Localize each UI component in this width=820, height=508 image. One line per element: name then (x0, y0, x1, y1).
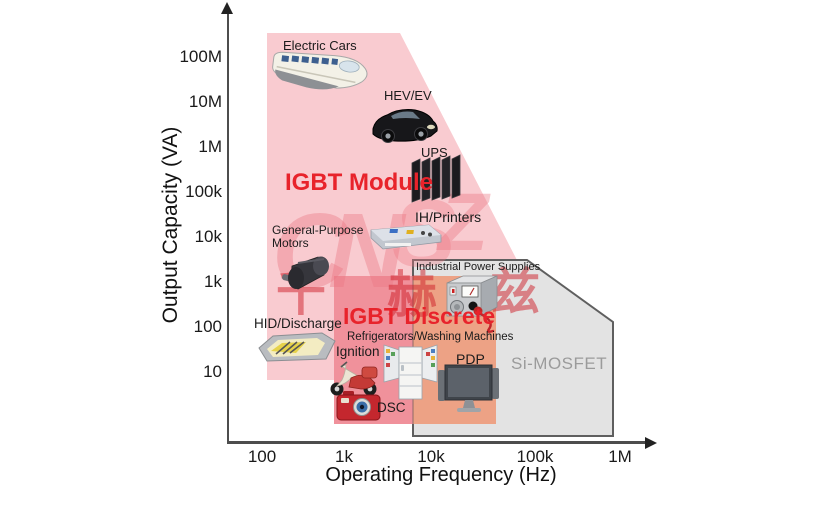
y-tick-1k: 1k (204, 272, 222, 291)
y-axis-arrow (221, 2, 233, 14)
y-axis-line (227, 12, 229, 443)
y-tick-10M: 10M (188, 92, 222, 111)
app-label-hev-ev: HEV/EV (384, 88, 432, 103)
app-label-electric-cars: Electric Cars (283, 38, 357, 53)
car-icon (367, 101, 440, 147)
tv-icon (436, 360, 501, 415)
fridge-icon (382, 343, 439, 402)
app-label-dsc: DSC (377, 400, 406, 415)
ups-icon (410, 154, 465, 203)
y-tick-10k: 10k (194, 227, 222, 246)
x-tick-1k: 1k (335, 447, 353, 466)
x-axis-line (227, 441, 647, 444)
app-label-refrigerators-washing-machines: Refrigerators/Washing Machines (347, 331, 514, 343)
x-axis-title: Operating Frequency (Hz) (325, 464, 557, 486)
scooter-icon (324, 361, 387, 397)
y-tick-100M: 100M (179, 47, 222, 66)
camera-icon (335, 389, 382, 422)
x-axis-arrow (645, 437, 657, 449)
power-supply-icon (437, 269, 510, 333)
printer-icon (361, 222, 444, 254)
app-label-hid-discharge: HID/Discharge (254, 316, 342, 331)
x-tick-1M: 1M (608, 447, 632, 466)
y-tick-10: 10 (203, 362, 222, 381)
train-icon (268, 50, 372, 100)
app-label-ups: UPS (421, 145, 448, 160)
x-tick-10k: 10k (417, 447, 445, 466)
x-tick-100k: 100k (516, 447, 554, 466)
motor-icon (276, 248, 336, 293)
igbt-discrete-label: IGBT Discrete (343, 303, 496, 329)
app-label-ignition: Ignition (336, 344, 380, 359)
app-label-pdp: PDP (456, 351, 485, 367)
y-tick-1M: 1M (198, 137, 222, 156)
app-label-ih-printers: IH/Printers (415, 209, 482, 225)
igbt-module-label: IGBT Module (285, 169, 433, 196)
x-tick-100: 100 (247, 447, 277, 466)
y-axis-title: Output Capacity (VA) (159, 126, 182, 324)
app-label-general-purpose-motors: General-Purpose Motors (272, 223, 364, 251)
si-mosfet-label: Si-MOSFET (511, 354, 608, 373)
y-tick-100k: 100k (185, 182, 222, 201)
y-tick-100: 100 (193, 317, 222, 336)
app-label-industrial-power-supplies: Industrial Power Supplies (416, 261, 541, 273)
headlight-icon (256, 330, 337, 364)
